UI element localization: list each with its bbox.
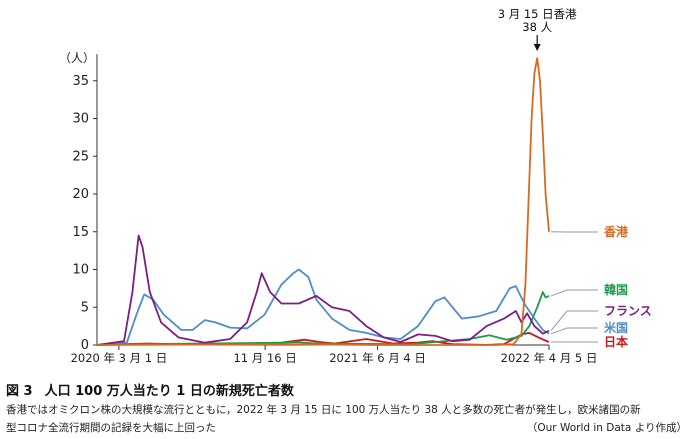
series-label: 香港	[603, 224, 629, 239]
figure-title-text: 人口 100 万人当たり 1 日の新規死亡者数	[44, 384, 294, 399]
series-leader-line	[550, 327, 598, 335]
y-tick-label: 30	[72, 112, 89, 127]
chart-axes: 0 5 10 15 20 25 30 35 （人） 2020 年 3 月 1 日 11 月 16 日…	[59, 51, 597, 365]
series-label: 米国	[604, 320, 628, 335]
x-tick-label: 2022 年 4 月 5 日	[501, 351, 598, 365]
series-label: フランス	[604, 304, 652, 318]
figure-description-line1: 香港ではオミクロン株の大規模な流行とともに，2022 年 3 月 15 日に 1…	[6, 404, 641, 416]
y-tick-label: 0	[81, 338, 89, 353]
annotation-line2: 38 人	[522, 20, 552, 34]
x-tick-label: 2021 年 6 月 4 日	[329, 351, 426, 365]
figure-source: （Our World in Data より作成）	[526, 422, 687, 434]
series-line	[96, 234, 550, 346]
figure-description-line2: 型コロナ全流行期間の記録を大幅に上回った	[6, 422, 216, 434]
y-axis-unit: （人）	[59, 51, 95, 65]
series-label: 日本	[604, 334, 628, 349]
annotation-line1: 3 月 15 日香港	[498, 7, 577, 21]
x-tick-label: 2020 年 3 月 1 日	[71, 351, 168, 365]
y-tick-label: 5	[81, 300, 89, 315]
y-tick-label: 35	[72, 74, 89, 89]
x-tick-label: 11 月 16 日	[233, 351, 296, 365]
series-leader-line	[550, 310, 598, 331]
figure-title: 図 3 人口 100 万人当たり 1 日の新規死亡者数	[6, 380, 294, 399]
annotation-arrow-head	[533, 44, 541, 51]
death-rate-chart: 0 5 10 15 20 25 30 35 （人） 2020 年 3 月 1 日 11 月 16 日…	[59, 7, 652, 365]
series-leader-line	[550, 289, 598, 297]
y-tick-label: 20	[72, 187, 89, 202]
y-tick-label: 10	[72, 263, 89, 278]
y-tick-label: 15	[72, 225, 89, 240]
y-tick-label: 25	[72, 149, 89, 164]
figure-number: 図 3	[6, 384, 33, 399]
series-line	[96, 291, 550, 346]
series-label: 韓国	[604, 282, 628, 297]
series-line	[96, 57, 550, 346]
series-line	[96, 268, 550, 346]
chart-series	[96, 57, 550, 346]
